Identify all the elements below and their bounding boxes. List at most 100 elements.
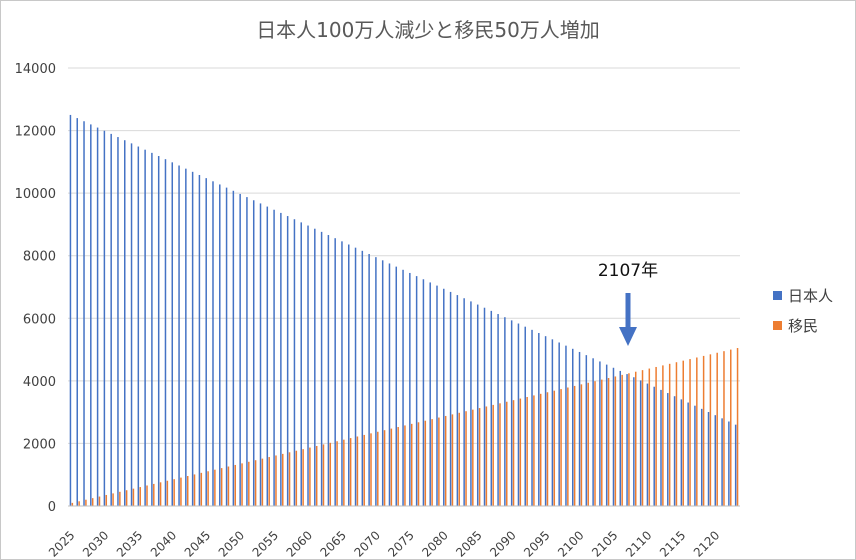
bar-immigrants [648, 368, 651, 506]
bar-japanese [96, 127, 99, 506]
bar-immigrants [390, 428, 393, 506]
bar-japanese [266, 206, 269, 506]
bar-japanese [456, 295, 459, 506]
x-tick-label: 2060 [284, 528, 315, 559]
x-tick-label: 2115 [657, 528, 688, 559]
bar-immigrants [343, 439, 345, 506]
bar-immigrants [139, 487, 141, 506]
bar-immigrants [315, 445, 318, 506]
bar-immigrants [478, 408, 481, 506]
bar-immigrants [105, 494, 108, 506]
bar-immigrants [85, 499, 87, 506]
bar-immigrants [506, 401, 508, 506]
bar-japanese [429, 282, 431, 506]
bar-immigrants [716, 352, 718, 506]
bar-immigrants [560, 389, 562, 506]
annotation-label: 2107年 [598, 261, 658, 281]
y-tick-label: 2000 [23, 437, 56, 452]
chart-title: 日本人100万人減少と移民50万人増加 [256, 18, 600, 42]
bar-japanese [422, 279, 425, 506]
bar-japanese [219, 184, 221, 506]
bar-japanese [225, 187, 228, 506]
bar-japanese [69, 114, 72, 506]
bar-immigrants [424, 420, 427, 506]
bar-immigrants [621, 374, 623, 506]
bar-immigrants [241, 463, 243, 506]
bar-japanese [151, 152, 153, 506]
x-tick-label: 2065 [318, 528, 349, 559]
bar-japanese [626, 374, 628, 506]
annotation-arrow-shaft [625, 293, 631, 329]
bar-japanese [449, 291, 452, 506]
bar-immigrants [363, 434, 365, 506]
bar-japanese [83, 121, 85, 506]
bar-japanese [694, 405, 696, 506]
bar-japanese [334, 238, 336, 506]
bar-immigrants [709, 354, 712, 506]
bar-immigrants [438, 417, 440, 506]
bar-japanese [476, 304, 479, 506]
bar-immigrants [594, 381, 596, 506]
bar-immigrants [465, 411, 467, 506]
bar-japanese [395, 266, 398, 506]
bar-japanese [212, 181, 214, 506]
bar-japanese [470, 301, 472, 506]
bar-japanese [205, 178, 207, 506]
x-tick-label: 2090 [487, 528, 518, 559]
bar-immigrants [417, 422, 420, 506]
bar-immigrants [322, 444, 325, 506]
bar-immigrants [261, 458, 264, 506]
bar-immigrants [78, 501, 80, 506]
bar-immigrants [431, 419, 433, 506]
legend-label-immigrants: 移民 [788, 316, 819, 335]
bar-immigrants [675, 362, 678, 506]
bar-japanese [497, 314, 499, 506]
bar-immigrants [112, 493, 114, 506]
bar-japanese [110, 133, 112, 506]
bar-japanese [409, 272, 411, 506]
bar-japanese [612, 367, 615, 506]
bar-japanese [504, 317, 506, 506]
bar-japanese [619, 370, 622, 506]
bar-immigrants [186, 476, 189, 506]
x-tick-label: 2030 [80, 528, 111, 559]
bar-immigrants [682, 360, 684, 506]
bar-immigrants [451, 414, 454, 506]
bar-immigrants [458, 412, 460, 506]
bar-immigrants [499, 403, 501, 506]
legend-item-immigrants: 移民 [773, 310, 833, 340]
bar-japanese [673, 396, 676, 506]
bar-immigrants [166, 480, 169, 506]
bar-immigrants [214, 469, 216, 506]
bar-japanese [252, 200, 255, 506]
bar-immigrants [91, 498, 94, 506]
bar-immigrants [601, 379, 603, 506]
x-tick-label: 2095 [521, 528, 552, 559]
bar-immigrants [254, 460, 257, 506]
bar-japanese [198, 174, 201, 507]
bar-japanese [185, 168, 187, 507]
bar-japanese [592, 358, 594, 506]
bar-japanese [714, 415, 717, 506]
bar-immigrants [119, 491, 121, 506]
bar-immigrants [580, 384, 583, 506]
bar-japanese [667, 393, 669, 506]
bar-immigrants [207, 471, 209, 506]
bar-immigrants [383, 430, 386, 506]
bar-japanese [259, 203, 262, 506]
bar-immigrants [485, 406, 488, 506]
bar-immigrants [356, 436, 359, 506]
bar-immigrants [587, 382, 589, 506]
bar-japanese [734, 424, 737, 506]
legend-swatch-immigrants [773, 320, 782, 330]
bar-japanese [728, 421, 730, 506]
bar-immigrants [132, 488, 135, 506]
bar-japanese [415, 276, 418, 506]
bar-immigrants [125, 490, 128, 506]
bar-immigrants [512, 400, 515, 506]
y-tick-label: 6000 [23, 312, 56, 327]
x-tick-label: 2025 [46, 528, 77, 559]
bar-japanese [191, 171, 194, 506]
bar-immigrants [309, 447, 311, 506]
